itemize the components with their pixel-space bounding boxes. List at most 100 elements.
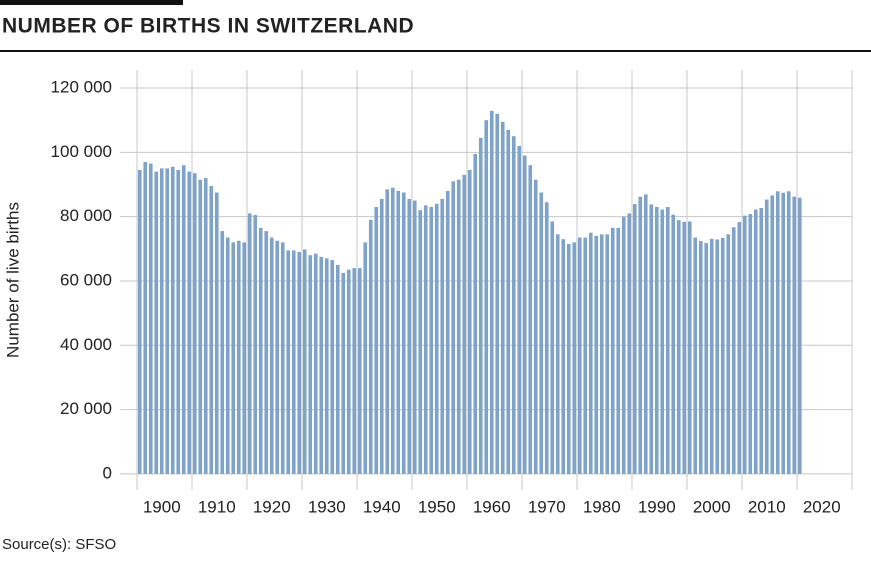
bar [401,192,406,474]
bar [291,250,296,474]
bar [627,213,632,474]
bar [726,234,731,474]
bar [462,174,467,474]
x-tick-label: 2010 [748,497,786,516]
bar [715,239,720,474]
bar [275,240,280,474]
bar [143,161,148,474]
bar [473,153,478,474]
bar [176,170,181,474]
bar [775,191,780,474]
bar [225,237,230,474]
bar [495,113,500,474]
bar [797,197,802,474]
bar [742,215,747,474]
bar [511,136,516,474]
bar [203,178,208,474]
y-tick-label: 20 000 [60,399,112,418]
x-tick-label: 2000 [693,497,731,516]
bar [165,168,170,474]
bar [242,242,247,474]
bar [451,181,456,474]
bar [247,213,252,474]
bar [302,249,307,474]
bar [445,190,450,474]
bar [594,235,599,474]
bar [379,198,384,474]
bar [390,187,395,474]
bar [665,206,670,474]
x-tick-label: 1970 [528,497,566,516]
bar [286,250,291,474]
bar [181,165,186,474]
bar [792,196,797,474]
bar [517,145,522,474]
bar [418,210,423,474]
x-tick-label: 1980 [583,497,621,516]
x-tick-label: 1950 [418,497,456,516]
bar [781,192,786,474]
bar [533,179,538,474]
y-tick-label: 60 000 [60,270,112,289]
bar [671,214,676,474]
bar [731,227,736,474]
bar [324,258,329,474]
bar [649,204,654,474]
chart-title: NUMBER OF BIRTHS IN SWITZERLAND [2,15,414,38]
bar [528,165,533,474]
y-tick-label: 80 000 [60,206,112,225]
bar [759,207,764,474]
bar [154,171,159,474]
bar [236,240,241,474]
bar [407,198,412,474]
bar [159,168,164,474]
bar [572,242,577,474]
bar [632,204,637,474]
bar [506,129,511,474]
bar [643,194,648,474]
bar [610,227,615,474]
bar [214,192,219,474]
bar [434,203,439,474]
x-tick-label: 1960 [473,497,511,516]
bar [539,192,544,474]
bar [280,242,285,474]
bar [704,243,709,474]
bar [478,137,483,474]
bar [368,219,373,474]
bar [660,209,665,474]
bar [616,227,621,474]
bar [264,231,269,474]
bar [484,120,489,474]
bar [566,243,571,474]
bar [396,190,401,474]
bar [192,173,197,474]
bar [456,179,461,474]
bar [258,227,263,474]
source: Source(s): SFSO [2,536,116,553]
bar [638,196,643,474]
bar [297,252,302,474]
bar [698,241,703,474]
bar [583,237,588,474]
bar [676,220,681,474]
bar [313,253,318,474]
bar [148,163,153,474]
bar [423,205,428,474]
x-tick-label: 1900 [143,497,181,516]
bar [687,221,692,474]
bar [374,206,379,474]
bar [561,239,566,474]
bar [654,206,659,474]
bar [341,272,346,474]
x-tick-label: 1930 [308,497,346,516]
bar [764,199,769,474]
bar [605,234,610,474]
bar [187,171,192,474]
bar [335,264,340,474]
bar [770,195,775,474]
bar [198,179,203,474]
bar [467,170,472,474]
bar [330,260,335,474]
